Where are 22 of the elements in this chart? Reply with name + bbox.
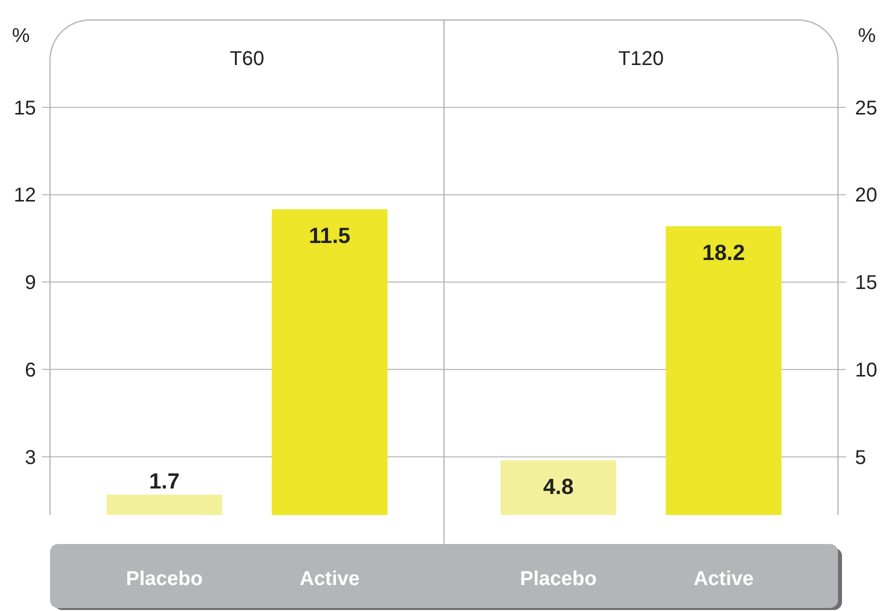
- x-tick-label: Active: [694, 568, 754, 590]
- data-label: 4.8: [543, 474, 574, 500]
- data-label: 1.7: [149, 468, 180, 494]
- x-tick-label: Placebo: [520, 568, 597, 590]
- y-tick-label: 3: [24, 446, 36, 469]
- y-tick-label: 15: [14, 97, 36, 120]
- x-tick-label: Active: [300, 568, 360, 590]
- y2-axis-title: %: [858, 25, 876, 47]
- x-tick-label: Placebo: [126, 568, 203, 590]
- y-tick-label: 9: [24, 272, 36, 294]
- y2-tick-label: 20: [855, 184, 878, 207]
- y2-tick-label: 15: [855, 272, 878, 294]
- y-axis-title: %: [12, 25, 30, 47]
- y2-tick-label: 5: [855, 446, 866, 469]
- text: T60: [230, 48, 264, 70]
- y-tick-label: 6: [24, 359, 36, 382]
- data-label: 18.2: [702, 240, 746, 265]
- y2-tick-label: 25: [855, 97, 878, 120]
- y-tick-label: 12: [14, 184, 36, 207]
- text: T120: [618, 48, 664, 70]
- data-label: 11.5: [308, 222, 350, 248]
- y2-tick-label: 10: [855, 359, 878, 382]
